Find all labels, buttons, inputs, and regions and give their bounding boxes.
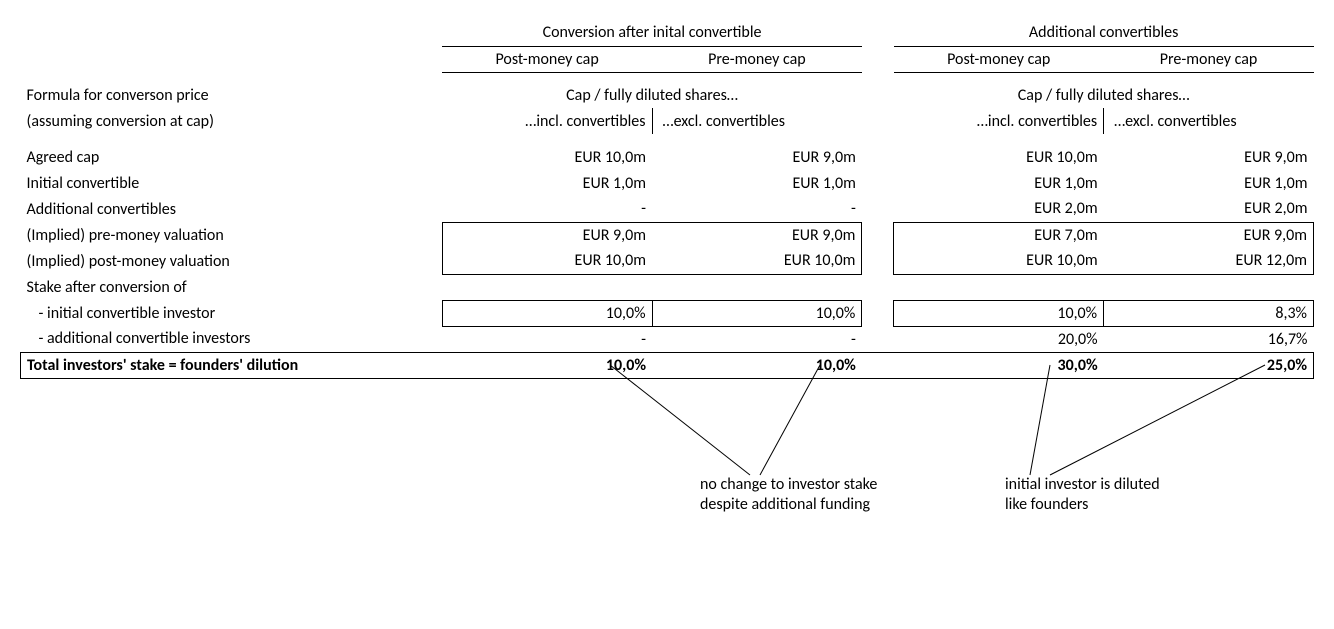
cell-implied-post-b-pre: EUR 12,0m [1104, 248, 1314, 274]
header-sub-b-pre: Pre-money cap [1104, 46, 1314, 72]
header-sub-a-pre: Pre-money cap [652, 46, 862, 72]
cell-implied-post-a-post: EUR 10,0m [442, 248, 652, 274]
comparison-table: Conversion after inital convertible Addi… [20, 20, 1314, 379]
header-sub-b-post: Post-money cap [894, 46, 1104, 72]
cell-additional-conv-a-pre: - [652, 196, 862, 222]
row-label-stake-additional: - additional convertible investors [21, 326, 411, 352]
formula-incl-b: …incl. convertibles [894, 108, 1104, 134]
cell-implied-post-b-post: EUR 10,0m [894, 248, 1104, 274]
row-label-formula-2: (assuming conversion at cap) [21, 108, 411, 134]
cell-additional-conv-b-pre: EUR 2,0m [1104, 196, 1314, 222]
cell-agreed-cap-a-post: EUR 10,0m [442, 144, 652, 170]
row-label-initial-conv: Initial convertible [21, 170, 411, 196]
cell-agreed-cap-a-pre: EUR 9,0m [652, 144, 862, 170]
row-label-stake-after: Stake after conversion of [21, 274, 411, 300]
header-sub-a-post: Post-money cap [442, 46, 652, 72]
cell-stake-initial-a-post: 10,0% [442, 300, 652, 326]
annotation-note-1: no change to investor stake despite addi… [700, 475, 900, 515]
cell-stake-additional-a-post: - [442, 326, 652, 352]
cell-initial-conv-b-post: EUR 1,0m [894, 170, 1104, 196]
cell-implied-pre-b-pre: EUR 9,0m [1104, 222, 1314, 248]
formula-top-a: Cap / fully diluted shares… [442, 82, 862, 108]
formula-excl-a: …excl. convertibles [652, 108, 862, 134]
header-group-2: Additional convertibles [894, 20, 1314, 46]
row-label-implied-pre: (Implied) pre-money valuation [21, 222, 411, 248]
cell-additional-conv-b-post: EUR 2,0m [894, 196, 1104, 222]
cell-implied-pre-a-post: EUR 9,0m [442, 222, 652, 248]
cell-agreed-cap-b-pre: EUR 9,0m [1104, 144, 1314, 170]
row-label-stake-initial: - initial convertible investor [21, 300, 411, 326]
figure-wrap: Conversion after inital convertible Addi… [20, 20, 1314, 379]
cell-stake-initial-a-pre: 10,0% [652, 300, 862, 326]
cell-total-a-post: 10,0% [442, 352, 652, 378]
cell-stake-additional-b-post: 20,0% [894, 326, 1104, 352]
row-label-formula-1: Formula for converson price [21, 82, 411, 108]
cell-initial-conv-a-post: EUR 1,0m [442, 170, 652, 196]
formula-incl-a: …incl. convertibles [442, 108, 652, 134]
row-label-total: Total investors' stake = founders' dilut… [21, 352, 411, 378]
annotation-note-2: initial investor is diluted like founder… [1005, 475, 1185, 515]
cell-total-b-pre: 25,0% [1104, 352, 1314, 378]
cell-initial-conv-b-pre: EUR 1,0m [1104, 170, 1314, 196]
cell-additional-conv-a-post: - [442, 196, 652, 222]
cell-implied-post-a-pre: EUR 10,0m [652, 248, 862, 274]
cell-total-b-post: 30,0% [894, 352, 1104, 378]
cell-stake-initial-b-post: 10,0% [894, 300, 1104, 326]
cell-implied-pre-b-post: EUR 7,0m [894, 222, 1104, 248]
header-group-1: Conversion after inital convertible [442, 20, 862, 46]
cell-total-a-pre: 10,0% [652, 352, 862, 378]
cell-stake-initial-b-pre: 8,3% [1104, 300, 1314, 326]
cell-implied-pre-a-pre: EUR 9,0m [652, 222, 862, 248]
formula-top-b: Cap / fully diluted shares… [894, 82, 1314, 108]
formula-excl-b: …excl. convertibles [1104, 108, 1314, 134]
cell-initial-conv-a-pre: EUR 1,0m [652, 170, 862, 196]
row-label-implied-post: (Implied) post-money valuation [21, 248, 411, 274]
row-label-agreed-cap: Agreed cap [21, 144, 411, 170]
row-label-additional-conv: Additional convertibles [21, 196, 411, 222]
cell-stake-additional-a-pre: - [652, 326, 862, 352]
cell-stake-additional-b-pre: 16,7% [1104, 326, 1314, 352]
cell-agreed-cap-b-post: EUR 10,0m [894, 144, 1104, 170]
